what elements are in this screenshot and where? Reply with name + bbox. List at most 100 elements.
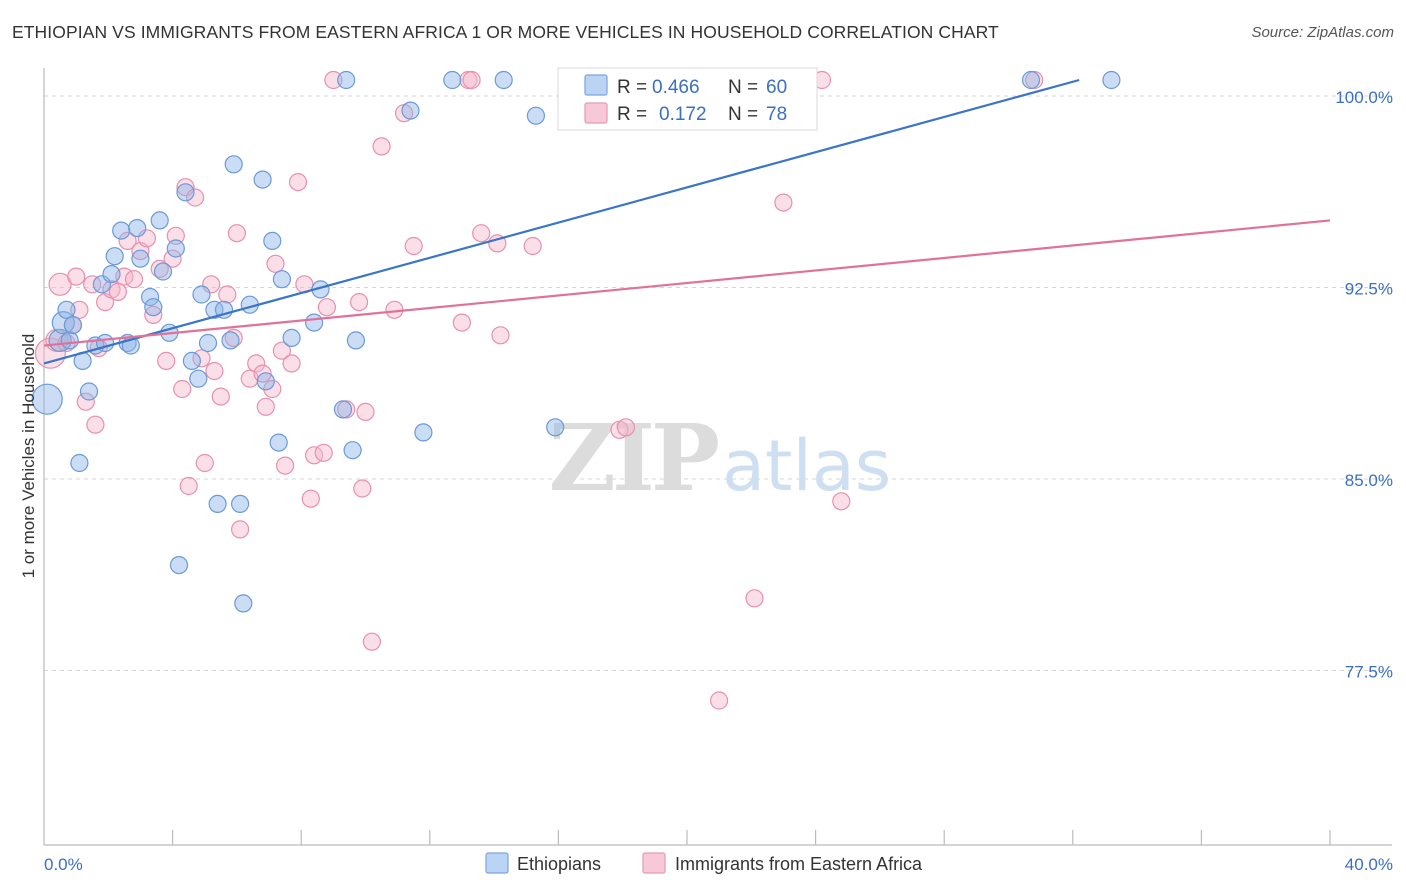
immigrants-point-55 [353, 479, 372, 498]
ethiopians-point-50 [346, 331, 365, 350]
ethiopians-point-4 [60, 331, 79, 350]
ethiopians-point-45 [305, 313, 324, 332]
ethiopians-point-51 [401, 101, 420, 120]
legend-n-label-2: N = [728, 104, 758, 125]
legend-swatch-immigrants [584, 102, 608, 124]
ethiopians-point-27 [182, 351, 201, 370]
ethiopians-point-41 [263, 231, 282, 250]
immigrants-point-2 [48, 272, 72, 296]
watermark-atlas: atlas [722, 425, 891, 507]
immigrants-point-45 [282, 354, 301, 373]
immigrants-point-76 [832, 492, 851, 511]
immigrants-trend-line [43, 219, 1331, 347]
immigrants-point-9 [86, 415, 105, 434]
immigrants-point-23 [166, 226, 185, 245]
trend-lines [43, 78, 1331, 365]
series-legend: Ethiopians Immigrants from Eastern Afric… [485, 852, 923, 874]
ethiopians-point-0 [31, 383, 63, 415]
ethiopians-point-36 [231, 494, 250, 513]
ethiopians-point-44 [282, 328, 301, 347]
axes [43, 68, 1392, 846]
ethiopians-point-32 [208, 494, 227, 513]
immigrants-point-29 [195, 453, 214, 473]
ethiopians-point-20 [144, 298, 163, 317]
y-tick-label-3: 100.0% [1335, 88, 1393, 107]
legend-r-label-2: R = [617, 104, 647, 125]
immigrants-point-54 [350, 293, 369, 312]
immigrants-point-40 [256, 397, 275, 416]
ethiopians-point-19 [141, 287, 160, 307]
legend-r-value-1: 0.466 [652, 77, 700, 98]
y-tick-label-2: 92.5% [1345, 280, 1393, 299]
ethiopians-point-5 [63, 316, 83, 335]
legend-n-value-1: 60 [766, 77, 787, 98]
immigrants-point-65 [472, 224, 491, 243]
immigrants-point-68 [523, 236, 542, 256]
immigrants-point-48 [301, 489, 320, 508]
y-axis-title: 1 or more Vehicles in Household [19, 334, 38, 579]
bottom-legend-label-immigrants: Immigrants from Eastern Africa [675, 854, 923, 874]
immigrants-point-21 [157, 351, 176, 370]
ethiopians-point-31 [205, 300, 224, 319]
immigrants-point-51 [317, 298, 336, 317]
bottom-legend-swatch-immigrants [642, 852, 666, 874]
immigrants-point-34 [224, 328, 243, 347]
immigrants-point-27 [186, 188, 205, 207]
ethiopians-point-29 [192, 285, 211, 304]
ethiopians-point-34 [221, 331, 240, 350]
ethiopians-point-49 [343, 441, 362, 460]
x-tick-labels: 0.0% 40.0% [44, 855, 1393, 874]
ethiopians-point-13 [105, 247, 124, 266]
ethiopians-point-37 [234, 594, 253, 613]
immigrants-point-44 [276, 456, 295, 475]
immigrants-point-73 [745, 589, 764, 608]
immigrants-point-50 [314, 443, 333, 462]
ethiopians-point-52 [414, 423, 433, 442]
gridlines [44, 95, 1392, 671]
legend-n-value-2: 78 [766, 104, 787, 125]
ethiopians-point-54 [494, 70, 513, 90]
immigrants-point-61 [404, 236, 423, 256]
y-tick-label-0: 77.5% [1345, 663, 1393, 682]
immigrants-point-42 [266, 254, 285, 273]
immigrants-point-22 [163, 249, 182, 268]
ethiopians-point-1 [48, 328, 72, 352]
ethiopians-point-21 [150, 211, 169, 230]
series-immigrants-points [34, 70, 1044, 710]
immigrants-point-57 [362, 632, 381, 651]
immigrants-point-8 [83, 275, 102, 294]
ethiopians-point-28 [189, 369, 208, 388]
series-ethiopians-points [31, 70, 1121, 613]
x-tick-label-1: 40.0% [1345, 855, 1393, 874]
bottom-legend-label-ethiopians: Ethiopians [517, 854, 601, 874]
watermark-text: ZIPatlas [549, 404, 892, 512]
immigrants-point-7 [76, 392, 95, 411]
ethiopians-point-58 [1021, 70, 1041, 90]
ethiopians-point-56 [546, 418, 565, 437]
immigrants-point-58 [372, 137, 391, 156]
immigrants-point-64 [462, 70, 481, 90]
immigrants-point-72 [709, 691, 729, 710]
ethiopians-point-18 [131, 249, 150, 268]
immigrants-point-74 [774, 193, 793, 212]
immigrants-point-36 [231, 520, 250, 539]
ethiopians-point-14 [112, 221, 131, 240]
ethiopians-point-55 [526, 106, 546, 125]
immigrants-point-43 [272, 341, 291, 360]
immigrants-point-70 [616, 418, 636, 437]
ethiopians-trend-line [43, 78, 1080, 365]
legend-r-label-1: R = [617, 77, 647, 98]
ethiopians-point-42 [269, 433, 288, 452]
immigrants-point-19 [144, 305, 163, 324]
ethiopians-point-35 [224, 155, 243, 174]
immigrants-point-20 [150, 259, 169, 278]
immigrants-point-24 [173, 379, 192, 399]
immigrants-point-52 [324, 70, 343, 90]
immigrants-point-46 [288, 173, 308, 192]
ethiopians-point-3 [57, 300, 76, 319]
ethiopians-point-17 [128, 219, 147, 238]
ethiopians-point-53 [443, 70, 462, 90]
watermark: ZIPatlas [549, 404, 892, 512]
immigrants-point-26 [179, 476, 198, 496]
